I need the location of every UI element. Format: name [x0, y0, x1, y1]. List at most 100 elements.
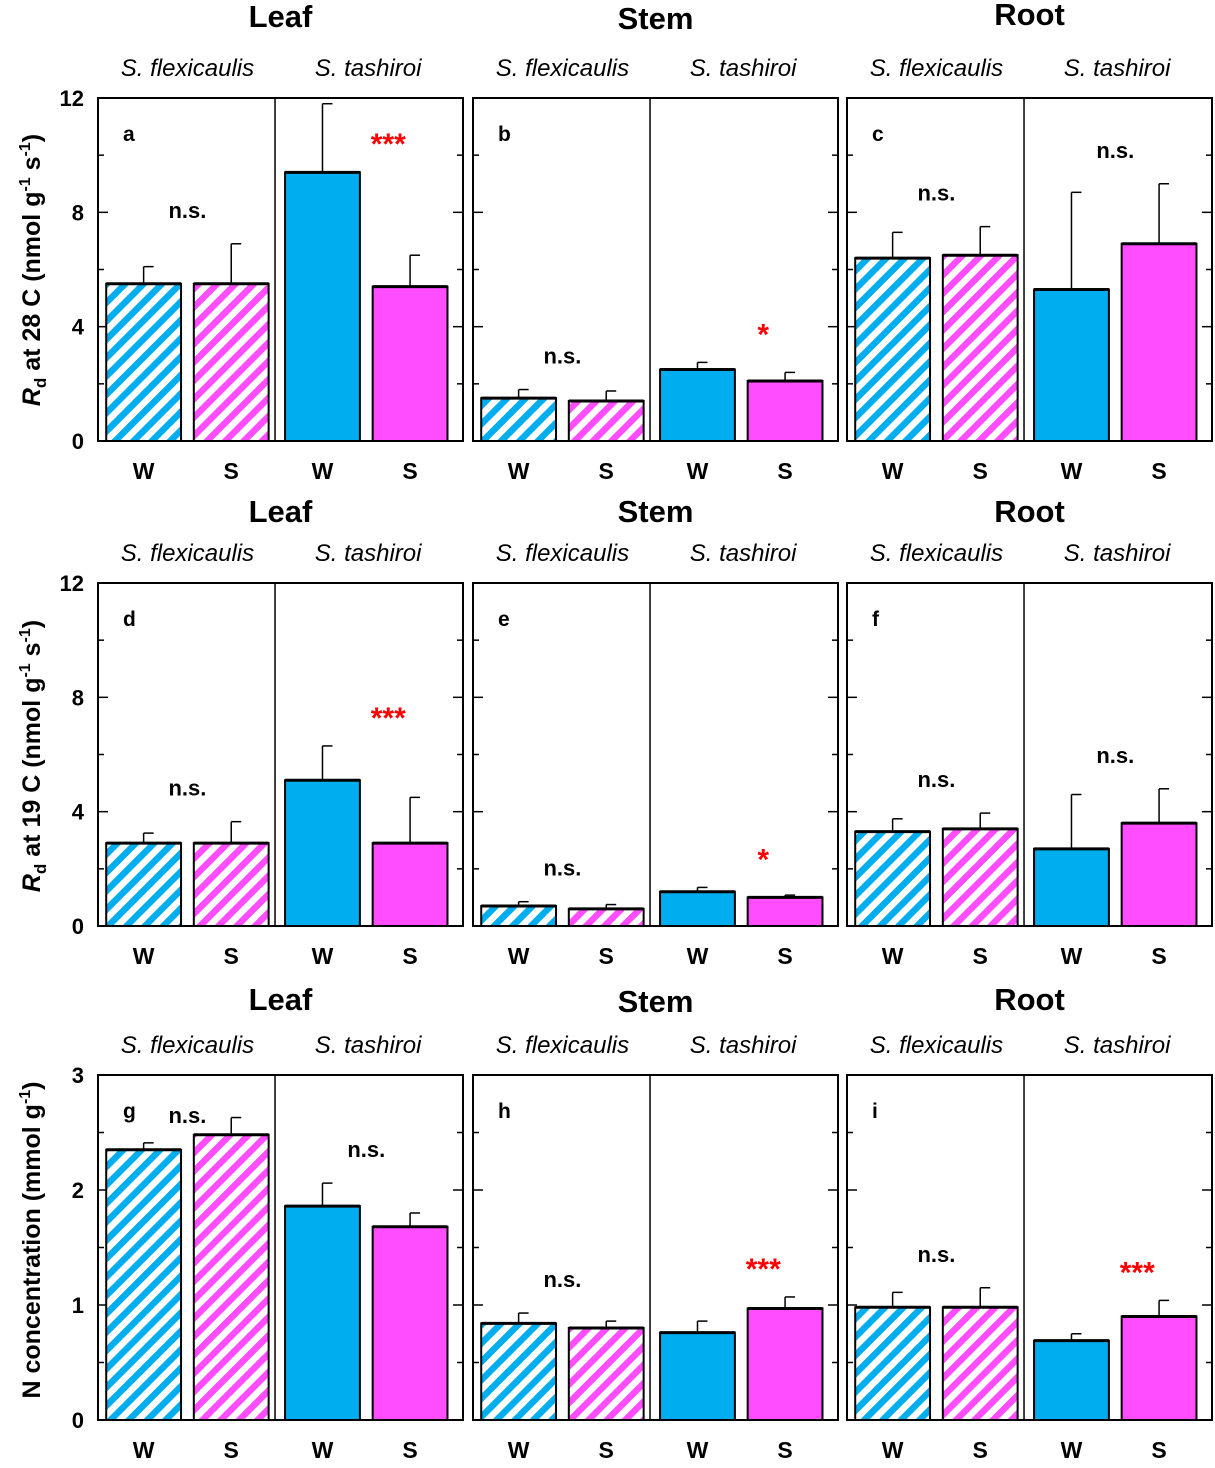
y-tick-label: 0 — [72, 1408, 84, 1433]
y-tick-label: 2 — [72, 1178, 84, 1203]
x-category-label: W — [882, 1437, 904, 1463]
significance-label: n.s. — [168, 776, 206, 801]
species-label: S. flexicaulis — [496, 55, 629, 82]
bar-S — [941, 827, 1019, 927]
bar-W — [105, 1148, 183, 1421]
significance-label: *** — [371, 128, 406, 161]
bar-W — [284, 779, 361, 927]
x-category-label: W — [1061, 458, 1083, 484]
bar-W — [1033, 847, 1110, 928]
bar-W — [105, 282, 183, 442]
y-axis-label-row1: Rd at 28 C (nmol g-1 s-1) — [17, 134, 50, 406]
significance-label: *** — [746, 1253, 781, 1286]
x-category-label: S — [777, 458, 792, 484]
x-category-label: S — [599, 458, 614, 484]
x-category-label: W — [133, 458, 155, 484]
bar-S — [1120, 242, 1198, 442]
significance-label: * — [757, 843, 769, 876]
panel-title: Root — [994, 494, 1065, 529]
plot-frame — [472, 582, 839, 927]
x-category-label: S — [402, 1437, 417, 1463]
bar-S — [371, 842, 449, 928]
x-category-label: W — [133, 943, 155, 969]
x-category-label: W — [1061, 943, 1083, 969]
significance-label: n.s. — [917, 181, 955, 206]
bar-W — [480, 1322, 558, 1422]
species-label: S. flexicaulis — [496, 540, 629, 567]
significance-label: n.s. — [168, 1103, 206, 1128]
x-category-label: W — [508, 1437, 530, 1463]
x-category-label: W — [687, 1437, 709, 1463]
bar-S — [371, 1225, 449, 1422]
panel-letter: h — [498, 1100, 511, 1123]
bar-S — [567, 907, 645, 927]
y-tick-label: 1 — [72, 1293, 84, 1318]
bar-S — [941, 1306, 1019, 1422]
x-category-label: W — [508, 943, 530, 969]
x-category-label: W — [882, 458, 904, 484]
x-category-label: S — [973, 1437, 988, 1463]
species-label: S. flexicaulis — [121, 1032, 254, 1059]
x-category-label: W — [687, 943, 709, 969]
panel-title: Stem — [618, 1, 694, 36]
bar-S — [371, 285, 449, 442]
panel-e: Stem S. flexicaulis S. tashiroi W S W Se n.s. * — [472, 494, 839, 969]
species-label: S. tashiroi — [1064, 1032, 1171, 1059]
x-category-label: S — [599, 1437, 614, 1463]
species-label: S. tashiroi — [315, 540, 422, 567]
y-tick-label: 0 — [72, 429, 84, 454]
x-category-label: W — [882, 943, 904, 969]
species-label: S. tashiroi — [690, 1032, 797, 1059]
panel-title: Root — [994, 0, 1065, 32]
bar-S — [746, 896, 824, 928]
species-label: S. tashiroi — [1064, 540, 1171, 567]
species-label: S. tashiroi — [1064, 55, 1171, 82]
bar-S — [567, 399, 645, 443]
panel-c: Root S. flexicaulis S. tashiroi W S W Sc n.s. n.… — [846, 0, 1213, 484]
x-category-label: W — [1061, 1437, 1083, 1463]
x-category-label: S — [777, 1437, 792, 1463]
significance-label: *** — [371, 702, 406, 735]
x-category-label: S — [1151, 943, 1166, 969]
y-tick-label: 12 — [60, 571, 84, 596]
panel-title: Leaf — [249, 494, 313, 529]
species-label: S. flexicaulis — [870, 1032, 1003, 1059]
bar-S — [567, 1327, 645, 1421]
x-category-label: W — [133, 1437, 155, 1463]
x-category-label: W — [508, 458, 530, 484]
bar-W — [105, 842, 183, 928]
y-axis-label-row2: Rd at 19 C (nmol g-1 s-1) — [17, 620, 50, 892]
significance-label: n.s. — [347, 1137, 385, 1162]
y-tick-label: 0 — [72, 914, 84, 939]
bar-W — [659, 890, 736, 928]
panel-title: Root — [994, 982, 1065, 1017]
panel-title: Stem — [618, 494, 694, 529]
panel-letter: e — [498, 608, 510, 631]
bar-S — [1120, 822, 1198, 927]
species-label: S. flexicaulis — [496, 1032, 629, 1059]
panel-b: Stem S. flexicaulis S. tashiroi W S W Sb n.s. * — [472, 1, 839, 484]
significance-label: n.s. — [1096, 138, 1134, 163]
bar-W — [1033, 1339, 1110, 1422]
significance-label: *** — [1120, 1256, 1155, 1289]
x-category-label: S — [973, 458, 988, 484]
x-category-label: S — [402, 943, 417, 969]
panel-g: Leaf S. flexicaulis S. tashiroi 0 1 2 3 W S W Sg n.… — [72, 982, 464, 1463]
panel-letter: a — [123, 123, 135, 146]
bar-S — [941, 254, 1019, 442]
panel-letter: i — [872, 1100, 878, 1123]
bar-W — [1033, 288, 1110, 442]
x-category-label: S — [224, 458, 239, 484]
significance-label: n.s. — [543, 344, 581, 369]
y-axis-label-row3: N concentration (mmol g-1) — [17, 1081, 46, 1398]
x-category-label: S — [777, 943, 792, 969]
x-category-label: W — [687, 458, 709, 484]
bar-W — [480, 397, 558, 442]
bar-S — [192, 282, 270, 442]
panel-d: Leaf S. flexicaulis S. tashiroi 0 4 8 12 W S W Sd n… — [60, 494, 464, 969]
y-tick-label: 4 — [72, 800, 85, 825]
x-category-label: S — [402, 458, 417, 484]
x-category-label: W — [312, 458, 334, 484]
bar-W — [284, 1205, 361, 1421]
